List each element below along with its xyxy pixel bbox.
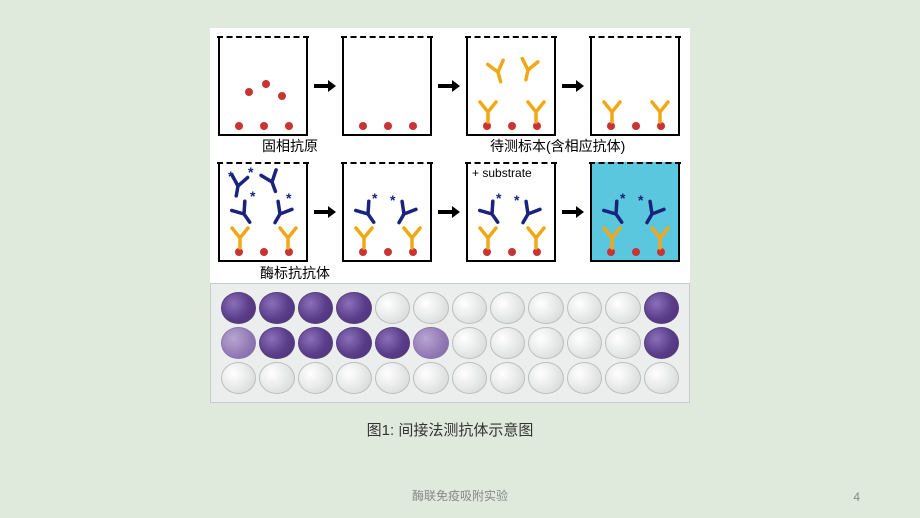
figure-caption: 图1: 间接法测抗体示意图 [210,419,690,440]
well-r1-1 [218,36,308,136]
plate-well [375,362,410,394]
diagram-row-1 [218,36,680,136]
arrow-icon [438,78,460,94]
plate-well [221,292,256,324]
well-r1-3 [466,36,556,136]
well-r2-3: + substrate * * [466,162,556,262]
plate-well [298,292,333,324]
arrow-icon [314,204,336,220]
plate-well [375,292,410,324]
plate-well [221,362,256,394]
plate-well [605,327,640,359]
plate-well [452,362,487,394]
well-r1-2 [342,36,432,136]
figure-container: * * * * * * + s [210,28,690,440]
arrow-icon [438,204,460,220]
plate-well [490,292,525,324]
plate-well [336,362,371,394]
plate-well [413,362,448,394]
plate-well [567,327,602,359]
plate-well [221,327,256,359]
plate-well [605,362,640,394]
plate-well [644,292,679,324]
plate-well [298,327,333,359]
arrow-icon [562,78,584,94]
plate-well [528,327,563,359]
plate-well [375,327,410,359]
plate-well [298,362,333,394]
well-r2-4: * * [590,162,680,262]
plate-well [644,327,679,359]
plate-well [452,292,487,324]
plate-well [259,362,294,394]
arrow-icon [562,204,584,220]
plate-well [605,292,640,324]
well-r2-2: * * [342,162,432,262]
plate-well [567,292,602,324]
arrow-icon [314,78,336,94]
well-r2-1: * * * * [218,162,308,262]
plate-well [644,362,679,394]
diagram-row-2: * * * * * * + s [218,162,680,262]
plate-well [490,362,525,394]
plate-well [413,292,448,324]
plate-well [413,327,448,359]
plate-well [528,292,563,324]
plate-well [336,327,371,359]
plate-well [567,362,602,394]
microplate-photo [210,283,690,403]
plate-well [336,292,371,324]
substrate-label: + substrate [472,166,532,180]
plate-well [452,327,487,359]
label-sample: 待测标本(含相应抗体) [490,136,625,156]
plate-well [259,292,294,324]
plate-well [490,327,525,359]
footer-title: 酶联免疫吸附实验 [0,487,920,504]
elisa-diagram: * * * * * * + s [210,28,690,283]
plate-well [528,362,563,394]
page-number: 4 [853,490,860,504]
label-enzyme-ab: 酶标抗抗体 [260,263,330,283]
label-solid-antigen: 固相抗原 [262,136,318,156]
plate-well [259,327,294,359]
well-r1-4 [590,36,680,136]
